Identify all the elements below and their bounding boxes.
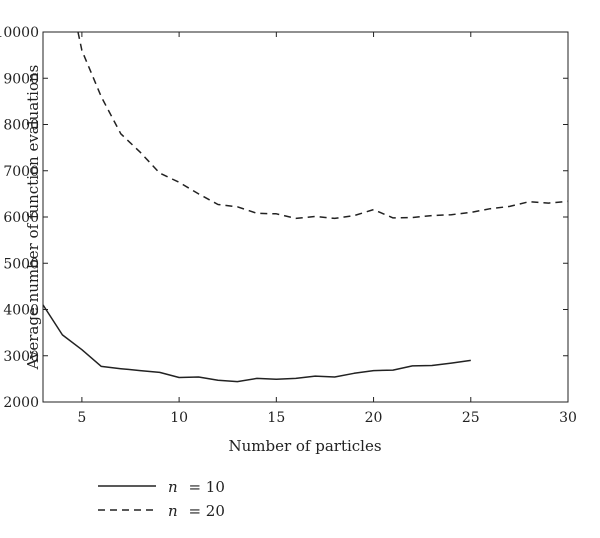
legend-value-n10: = 10 [188,478,224,496]
y-tick-label: 5000 [3,256,39,272]
x-tick-label: 5 [77,410,86,426]
x-axis-title: Number of particles [228,437,381,455]
series-layer [42,31,569,383]
x-tick-label: 30 [559,410,577,426]
y-tick-label: 9000 [3,71,39,87]
y-tick-label: 6000 [3,210,39,226]
legend-var-n20: n [168,502,178,520]
x-axis-ticks: 5 10 15 20 25 30 [77,32,577,426]
y-tick-label: 3000 [3,349,39,365]
y-tick-label: 4000 [3,303,39,319]
x-tick-label: 20 [365,410,383,426]
y-tick-label: 8000 [3,118,39,134]
plot-frame [42,31,569,403]
y-axis-ticks: 2000 3000 4000 5000 6000 7000 8000 9000 10000 [0,25,568,411]
legend: n = 10 n = 20 [98,478,225,520]
y-tick-label: 2000 [3,395,39,411]
legend-value-n20: = 20 [188,502,224,520]
y-axis-title: Average number of function evaluations [24,65,42,371]
legend-label-n20: n = 20 [168,502,225,520]
legend-var-n10: n [168,478,178,496]
x-tick-label: 25 [462,410,480,426]
y-tick-label: 7000 [3,164,39,180]
series-line-n20 [77,31,569,220]
legend-label-n10: n = 10 [168,478,225,496]
x-tick-label: 15 [267,410,285,426]
x-tick-label: 10 [170,410,188,426]
series-line-n10 [42,304,471,383]
y-tick-label: 10000 [0,25,39,41]
